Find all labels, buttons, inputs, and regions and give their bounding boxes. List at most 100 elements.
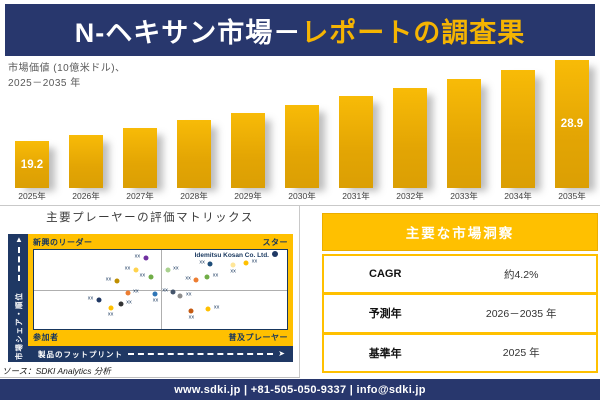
bar-2027年 (123, 128, 157, 188)
scatter-point-label: xx (126, 299, 132, 306)
x-axis-tick: 2028年 (180, 191, 208, 201)
scatter-dot (125, 290, 131, 296)
scatter-point-label: xx (105, 276, 112, 283)
scatter-dot (165, 267, 171, 273)
bar-2032年 (393, 88, 427, 188)
scatter-point-label: xx (134, 253, 141, 260)
bar-2034年 (501, 70, 535, 188)
scatter-dot (148, 274, 154, 280)
scatter-point-label: xx (230, 268, 236, 275)
scatter-point-label: xx (107, 311, 114, 318)
bar-2030年 (285, 105, 319, 188)
scatter-point: xx (125, 289, 139, 296)
scatter-point: xx (177, 292, 191, 299)
insights-table: CAGR 約4.2% 予測年 2026－2035 年 基準年 2025 年 (322, 254, 598, 373)
matrix-x-axis: 製品のフットプリント ➤ (30, 346, 293, 362)
header-bar: N-ヘキサン市場－ レポートの調査果 (5, 4, 595, 56)
x-axis-tick: 2026年 (72, 191, 100, 201)
chart-subtitle-line1: 市場価値 (10億米ドル)、 (8, 63, 126, 74)
scatter-dot (230, 262, 236, 268)
scatter-dot (243, 260, 249, 266)
bar-2033年 (447, 79, 481, 188)
scatter-dot (207, 261, 213, 267)
scatter-point: xx (205, 305, 219, 312)
x-axis-tick: 2027年 (126, 191, 154, 201)
report-title-part2: レポートの調査果 (301, 17, 526, 48)
scatter-point-label: xx (162, 287, 168, 294)
chart-subtitle: 市場価値 (10億米ドル)、 2025－2035 年 (8, 61, 188, 91)
quadrant-label-bottom-right: 普及プレーヤー (228, 332, 288, 342)
table-row: CAGR 約4.2% (324, 256, 596, 296)
matrix-top-quadrant-labels: 新興のリーダー スター (33, 236, 288, 249)
highlight-company-label: Idemitsu Kosan Co. Ltd. (194, 252, 269, 259)
x-axis-tick: 2032年 (396, 191, 424, 201)
x-axis-label: 製品のフットプリント (38, 349, 123, 359)
scatter-point-label: xx (212, 272, 219, 279)
up-arrow-icon: ▲ (15, 235, 23, 244)
scatter-dot (143, 255, 149, 261)
scatter-point-label: xx (213, 304, 220, 311)
row-value: 2025 年 (502, 347, 540, 360)
row-label: CAGR (369, 268, 402, 281)
table-row: 基準年 2025 年 (324, 335, 596, 371)
scatter-point-label: xx (87, 295, 94, 302)
report-title-part1: N-ヘキサン市場－ (74, 17, 302, 48)
scatter-point-label: xx (199, 259, 205, 266)
matrix-bottom-quadrant-labels: 参加者 普及プレーヤー (33, 330, 288, 344)
scatter-dot (188, 308, 194, 314)
source-note: ソース：SDKI Analytics 分析 (2, 366, 111, 376)
scatter-point-label: xx (139, 272, 146, 279)
scatter-dot (96, 297, 102, 303)
bottom-left-divider (0, 377, 300, 378)
bar-chart: 19.2 28.9 (15, 57, 589, 188)
y-axis-label: 市場シェア・順位 (14, 292, 24, 360)
row-value: 約4.2% (503, 268, 539, 281)
scatter-point: xx (88, 296, 102, 303)
x-axis-tick: 2031年 (342, 191, 370, 201)
bar-2025年: 19.2 (15, 141, 49, 188)
scatter-point: xx (243, 259, 257, 266)
right-arrow-icon: ➤ (278, 349, 285, 358)
scatter-point: xx (108, 305, 114, 317)
scatter-dot (152, 291, 158, 297)
scatter-dot (193, 277, 199, 283)
scatter-point: xx (188, 308, 194, 320)
scatter-point-label: xx (188, 314, 195, 321)
scatter-point: xx (199, 260, 213, 267)
row-label: 基準年 (368, 347, 402, 360)
bar-2026年 (69, 135, 103, 188)
x-axis-tick: 2030年 (288, 191, 316, 201)
row-value: 2026－2035 年 (485, 307, 557, 320)
scatter-dot (108, 305, 114, 311)
bar-value-label: 28.9 (560, 118, 584, 130)
quadrant-label-top-right: スター (262, 238, 288, 247)
scatter-point-label: xx (152, 297, 159, 304)
scatter-point-label: xx (124, 265, 131, 272)
scatter-dot (205, 306, 211, 312)
scatter-point: xx (230, 262, 236, 274)
scatter-point: xx (185, 276, 199, 283)
scatter-point: xx (125, 266, 139, 273)
matrix-box: 新興のリーダー スター Idemitsu Kosan Co. Ltd. xx xx… (28, 234, 293, 346)
scatter-dot (118, 301, 124, 307)
scatter-point: xx (152, 291, 158, 303)
quadrant-divider-horizontal (34, 289, 287, 291)
vertical-divider (299, 205, 300, 378)
scatter-point: xx (135, 254, 149, 261)
scatter-point: xx (165, 266, 179, 273)
matrix-scatter-plot: Idemitsu Kosan Co. Ltd. xx xx xx xx xx xx xx xx… (33, 249, 288, 330)
scatter-point (272, 250, 279, 257)
scatter-point-label: xx (185, 291, 192, 298)
scatter-point: xx (118, 300, 132, 307)
bar-2035年: 28.9 (555, 60, 589, 188)
matrix-title: 主要プレーヤーの評価マトリックス (46, 212, 254, 224)
quadrant-label-bottom-left: 参加者 (33, 332, 59, 342)
bar-2031年 (339, 96, 373, 188)
x-axis-dashed-line (128, 353, 274, 355)
scatter-dot (114, 278, 120, 284)
scatter-dot (170, 289, 176, 295)
scatter-point-label: xx (133, 288, 139, 295)
scatter-point: xx (140, 273, 154, 280)
row-label: 予測年 (368, 308, 402, 321)
